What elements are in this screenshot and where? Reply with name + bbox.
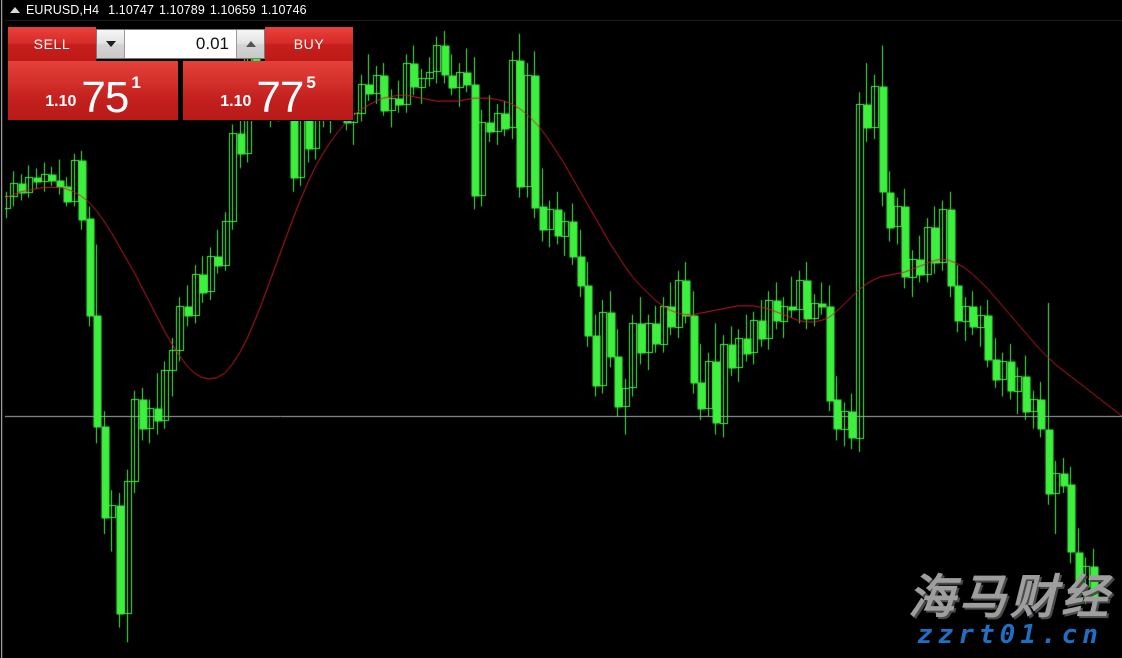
buy-price-cell[interactable]: 1.10 77 5 [183, 61, 353, 120]
triangle-up-icon[interactable] [10, 6, 20, 13]
sell-price-fraction: 1 [131, 73, 141, 92]
sell-price-big: 75 [81, 72, 129, 120]
candlestick-chart-canvas[interactable] [0, 21, 1122, 658]
one-click-trading-panel: SELL 0.01 BUY 1.10 75 1 [8, 27, 353, 120]
buy-price-prefix: 1.10 [220, 93, 252, 110]
ohlc-low: 1.10659 [209, 3, 256, 17]
volume-stepper[interactable]: 0.01 [96, 29, 265, 59]
chevron-up-icon [245, 41, 256, 47]
chevron-down-icon [105, 41, 116, 47]
sell-price-cell[interactable]: 1.10 75 1 [8, 61, 178, 120]
chart-symbol-label: EURUSD,H4 [26, 3, 100, 17]
oct-controls-row: SELL 0.01 BUY [8, 27, 353, 61]
oct-prices-row: 1.10 75 1 1.10 77 5 [8, 61, 353, 120]
buy-price-fraction: 5 [306, 73, 316, 92]
ohlc-high: 1.10789 [159, 3, 205, 17]
chart-titlebar: EURUSD,H4 1.10747 1.10789 1.10659 1.10746 [0, 0, 1122, 21]
volume-decrement-button[interactable] [97, 30, 125, 58]
volume-input[interactable]: 0.01 [125, 30, 236, 58]
volume-increment-button[interactable] [236, 30, 264, 58]
buy-button[interactable]: BUY [265, 27, 353, 61]
sell-button[interactable]: SELL [8, 27, 96, 61]
buy-price-big: 77 [256, 72, 304, 120]
chart-ohlc-values: 1.10747 1.10789 1.10659 1.10746 [108, 3, 312, 17]
ohlc-close: 1.10746 [260, 3, 307, 17]
sell-price-prefix: 1.10 [45, 93, 77, 110]
ohlc-open: 1.10747 [108, 3, 155, 17]
